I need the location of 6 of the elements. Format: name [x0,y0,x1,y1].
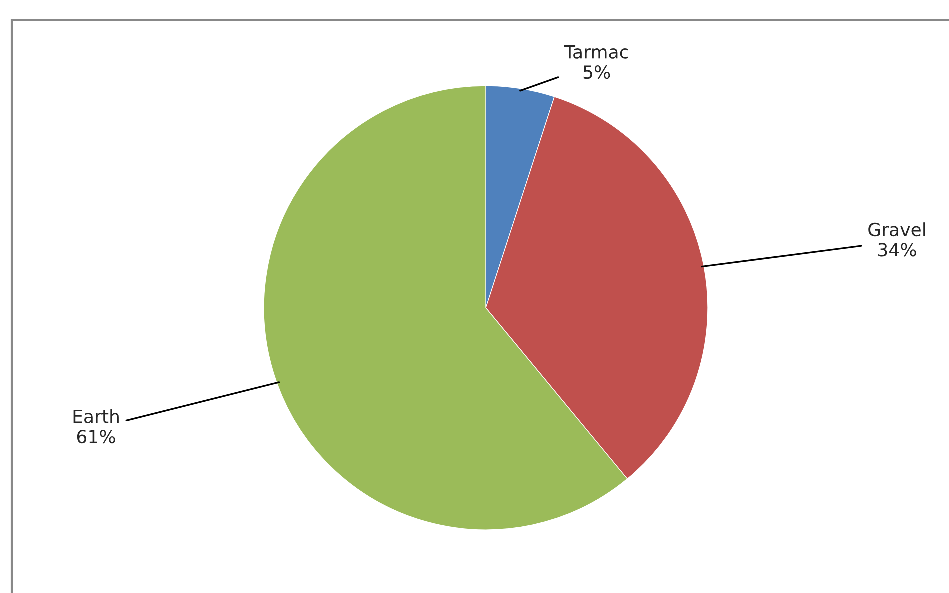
slice-label: Tarmac [564,46,628,59]
data-label: 5% [584,65,610,80]
slice-label: Earth [74,409,119,424]
data-label: 34% [878,243,916,257]
data-label: 61% [77,430,116,444]
slice-label: Gravel [868,222,926,237]
